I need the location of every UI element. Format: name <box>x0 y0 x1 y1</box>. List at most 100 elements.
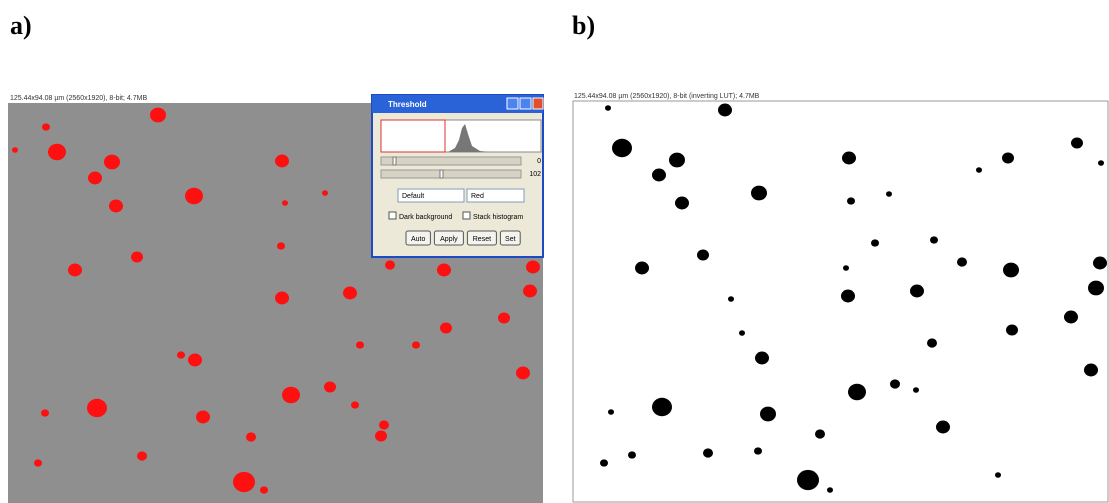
particle <box>188 353 202 367</box>
slider-value: 0 <box>537 158 541 165</box>
particle <box>976 167 982 173</box>
button[interactable] <box>405 230 431 246</box>
button[interactable] <box>466 230 497 246</box>
particle <box>755 351 769 365</box>
particle <box>185 187 203 205</box>
particle <box>1002 152 1014 164</box>
particle <box>275 154 289 168</box>
particle <box>516 366 530 380</box>
particle <box>275 291 289 305</box>
particle <box>652 168 666 182</box>
particle <box>412 341 420 349</box>
particle <box>150 107 166 123</box>
particle <box>652 397 672 417</box>
particle <box>246 432 256 442</box>
particle <box>282 200 288 206</box>
particle <box>34 459 42 467</box>
particle <box>930 236 938 244</box>
particle <box>886 191 892 197</box>
particle <box>841 289 855 303</box>
particle <box>848 383 866 401</box>
particle <box>526 260 540 274</box>
button-label: Auto <box>411 236 426 243</box>
particle <box>322 190 328 196</box>
particle <box>760 406 776 422</box>
particle <box>260 486 268 494</box>
particle <box>137 451 147 461</box>
checkbox-label: Stack histogram <box>473 214 523 221</box>
button-label: Apply <box>440 236 458 243</box>
particle <box>498 312 510 324</box>
particle <box>1088 280 1104 296</box>
particle <box>343 286 357 300</box>
particle <box>751 185 767 201</box>
button[interactable] <box>433 230 464 246</box>
particle <box>87 398 107 418</box>
particle <box>356 341 364 349</box>
slider-value: 102 <box>529 171 541 178</box>
particle <box>995 472 1001 478</box>
particle <box>131 251 143 263</box>
title-bar <box>372 95 543 113</box>
particle <box>843 265 849 271</box>
particle <box>379 420 389 430</box>
particle <box>1093 256 1107 270</box>
particle <box>1006 324 1018 336</box>
particle <box>282 386 300 404</box>
particle <box>1071 137 1083 149</box>
dropdown-value: Red <box>471 193 484 200</box>
panel-label: b) <box>572 11 595 40</box>
slider[interactable] <box>380 156 522 166</box>
particle <box>88 171 102 185</box>
particle <box>608 409 614 415</box>
particle <box>815 429 825 439</box>
button[interactable] <box>499 230 521 246</box>
particle <box>351 401 359 409</box>
image-header: 125.44x94.08 µm (2560x1920), 8-bit; 4.7M… <box>10 95 147 102</box>
particle <box>797 469 819 491</box>
particle <box>910 284 924 298</box>
method-dropdown[interactable] <box>397 188 465 203</box>
particle <box>612 138 632 158</box>
image-b <box>572 100 1109 503</box>
particle <box>927 338 937 348</box>
particle <box>728 296 734 302</box>
particle <box>628 451 636 459</box>
particle <box>277 242 285 250</box>
maximize-button[interactable] <box>519 97 532 110</box>
particle <box>847 197 855 205</box>
particle <box>754 447 762 455</box>
checkbox[interactable] <box>462 211 471 220</box>
particle <box>196 410 210 424</box>
particle <box>827 487 833 493</box>
particle <box>669 152 685 168</box>
particle <box>913 387 919 393</box>
particle <box>385 260 395 270</box>
close-button[interactable] <box>532 97 544 110</box>
particle <box>697 249 709 261</box>
particle <box>635 261 649 275</box>
minimize-button[interactable] <box>506 97 519 110</box>
button-label: Reset <box>473 236 491 243</box>
particle <box>41 409 49 417</box>
checkbox[interactable] <box>388 211 397 220</box>
checkbox-label: Dark background <box>399 214 452 221</box>
threshold-dialog: Threshold 0 102 Default Red Dark backgro… <box>371 94 544 258</box>
particle <box>1003 262 1019 278</box>
particle <box>375 430 387 442</box>
slider[interactable] <box>380 169 522 179</box>
particle <box>42 123 50 131</box>
dropdown-value: Default <box>402 193 424 200</box>
particle <box>1084 363 1098 377</box>
particle <box>437 263 451 277</box>
threshold-range <box>380 119 446 153</box>
slider-thumb[interactable] <box>439 169 444 179</box>
button-label: Set <box>505 236 516 243</box>
slider-thumb[interactable] <box>392 156 397 166</box>
histogram-shape <box>448 124 490 152</box>
image-header: 125.44x94.08 µm (2560x1920), 8-bit (inve… <box>574 93 760 100</box>
mode-dropdown[interactable] <box>466 188 525 203</box>
particle <box>605 105 611 111</box>
particle <box>957 257 967 267</box>
particle <box>109 199 123 213</box>
